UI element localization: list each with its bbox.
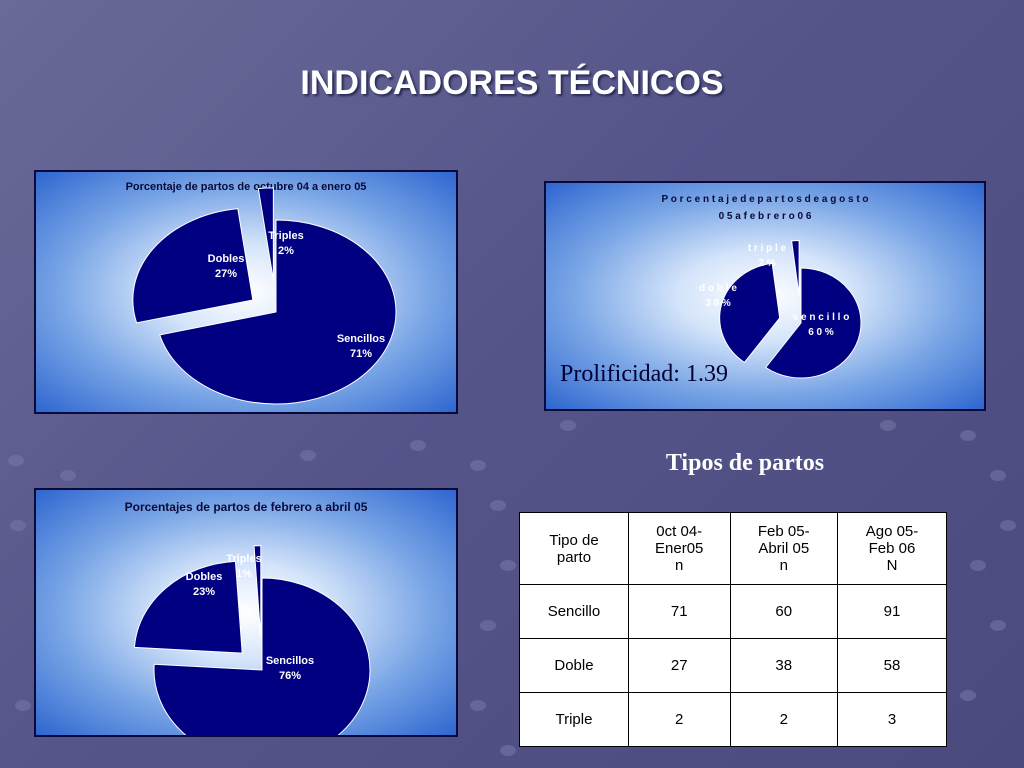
slice-label: Triples	[268, 230, 303, 242]
header-line: Ener05	[655, 540, 704, 557]
chart-title: Porcentajes de partos de febrero a abril…	[125, 500, 368, 514]
slice-label: Dobles	[208, 253, 245, 265]
header-line: n	[779, 557, 788, 574]
table-cell: 38	[729, 638, 838, 693]
header-line: Feb 05-	[757, 523, 810, 540]
header-line: 0ct 04-	[656, 523, 703, 540]
pie-slice-1	[132, 208, 254, 324]
header-line: Abril 05	[758, 540, 810, 557]
pie-slice-0	[765, 267, 862, 379]
slice-label: t r i p l e	[748, 243, 787, 254]
background-dot	[990, 620, 1006, 631]
header-line: Feb 06	[868, 540, 916, 557]
background-dot	[480, 620, 496, 631]
table-cell: 3	[836, 692, 948, 747]
column-header: 0ct 04- Ener05 n	[627, 512, 731, 585]
background-dot	[300, 450, 316, 461]
slice-value-label: 3 8 %	[705, 298, 731, 309]
slice-value-label: 6 0 %	[808, 327, 834, 338]
table-cell: 27	[627, 638, 731, 693]
background-dot	[500, 560, 516, 571]
background-dot	[15, 700, 31, 711]
pie-chart-aug05-feb06: P o r c e n t a j e d e p a r t o s d e …	[544, 181, 986, 411]
table-cell: Triple	[519, 692, 629, 747]
table-row: Doble 27 38 58	[519, 638, 948, 693]
background-dot	[960, 430, 976, 441]
slice-label: d o b l e	[699, 283, 737, 294]
slice-label: s e n c i l l o	[793, 312, 850, 323]
background-dot	[470, 460, 486, 471]
pie-slice-1	[719, 262, 781, 364]
column-header: Ago 05- Feb 06 N	[836, 512, 948, 585]
pie-slice-0	[159, 219, 397, 405]
table-cell: 2	[627, 692, 731, 747]
background-dot	[410, 440, 426, 451]
table-cell: Sencillo	[519, 584, 629, 639]
table-cell: 71	[627, 584, 731, 639]
background-dot	[490, 500, 506, 511]
background-dot	[470, 700, 486, 711]
pie-chart-feb05-apr05: Porcentajes de partos de febrero a abril…	[34, 488, 458, 737]
background-dot	[1000, 520, 1016, 531]
table-row: Triple 2 2 3	[519, 692, 948, 747]
chart-title: Porcentaje de partos de octubre 04 a ene…	[126, 181, 367, 193]
header-line: parto	[556, 548, 592, 566]
header-line: Tipo de	[549, 531, 599, 549]
background-dot	[8, 455, 24, 466]
background-dot	[10, 520, 26, 531]
pie-slice-2	[791, 240, 800, 296]
background-dot	[560, 420, 576, 431]
header-line: N	[886, 557, 898, 574]
pie-chart-svg: Porcentaje de partos de octubre 04 a ene…	[126, 181, 397, 405]
column-header: Feb 05- Abril 05 n	[729, 512, 838, 585]
slice-label: Sencillos	[337, 333, 385, 345]
slice-label: Dobles	[186, 571, 223, 583]
pie-slice-0	[153, 577, 371, 735]
table-header-row: Tipo de parto 0ct 04- Ener05 n Feb 05- A…	[519, 512, 948, 585]
background-dot	[960, 690, 976, 701]
birth-types-table: Tipo de parto 0ct 04- Ener05 n Feb 05- A…	[519, 512, 948, 747]
pie-slice-2	[253, 545, 262, 638]
table-cell: Doble	[519, 638, 629, 693]
slice-value-label: 71%	[350, 348, 372, 360]
table-title: Tipos de partos	[665, 450, 825, 476]
table-cell: 2	[729, 692, 838, 747]
background-dot	[60, 470, 76, 481]
slide-title: INDICADORES TÉCNICOS	[300, 64, 724, 102]
background-dot	[970, 560, 986, 571]
slice-value-label: 23%	[193, 586, 215, 598]
table-cell: 58	[836, 638, 948, 693]
pie-slice-2	[257, 187, 274, 280]
slice-value-label: 2 %	[758, 258, 775, 269]
chart-title-line-1: P o r c e n t a j e d e p a r t o s d e …	[661, 194, 868, 205]
pie-slice-1	[133, 560, 243, 654]
pie-chart-svg: Porcentajes de partos de febrero a abril…	[125, 500, 371, 735]
slice-value-label: 76%	[279, 670, 301, 682]
background-dot	[880, 420, 896, 431]
prolificidad-annotation: Prolificidad: 1.39	[560, 361, 728, 387]
header-line: Ago 05-	[865, 523, 919, 540]
table-cell: 91	[836, 584, 948, 639]
chart-title-line-2: 0 5 a f e b r e r o 0 6	[719, 211, 812, 222]
slice-value-label: 27%	[215, 268, 237, 280]
column-header: Tipo de parto	[519, 512, 629, 585]
table-cell: 60	[729, 584, 838, 639]
slice-value-label: 2%	[278, 245, 294, 257]
pie-chart-svg: P o r c e n t a j e d e p a r t o s d e …	[661, 194, 869, 379]
background-dot	[500, 745, 516, 756]
table-row: Sencillo 71 60 91	[519, 584, 948, 639]
pie-chart-oct04-jan05: Porcentaje de partos de octubre 04 a ene…	[34, 170, 458, 414]
slice-label: Triples	[226, 553, 261, 565]
slice-label: Sencillos	[266, 655, 314, 667]
header-line: n	[675, 557, 684, 574]
slice-value-label: 1%	[236, 568, 252, 580]
background-dot	[990, 470, 1006, 481]
